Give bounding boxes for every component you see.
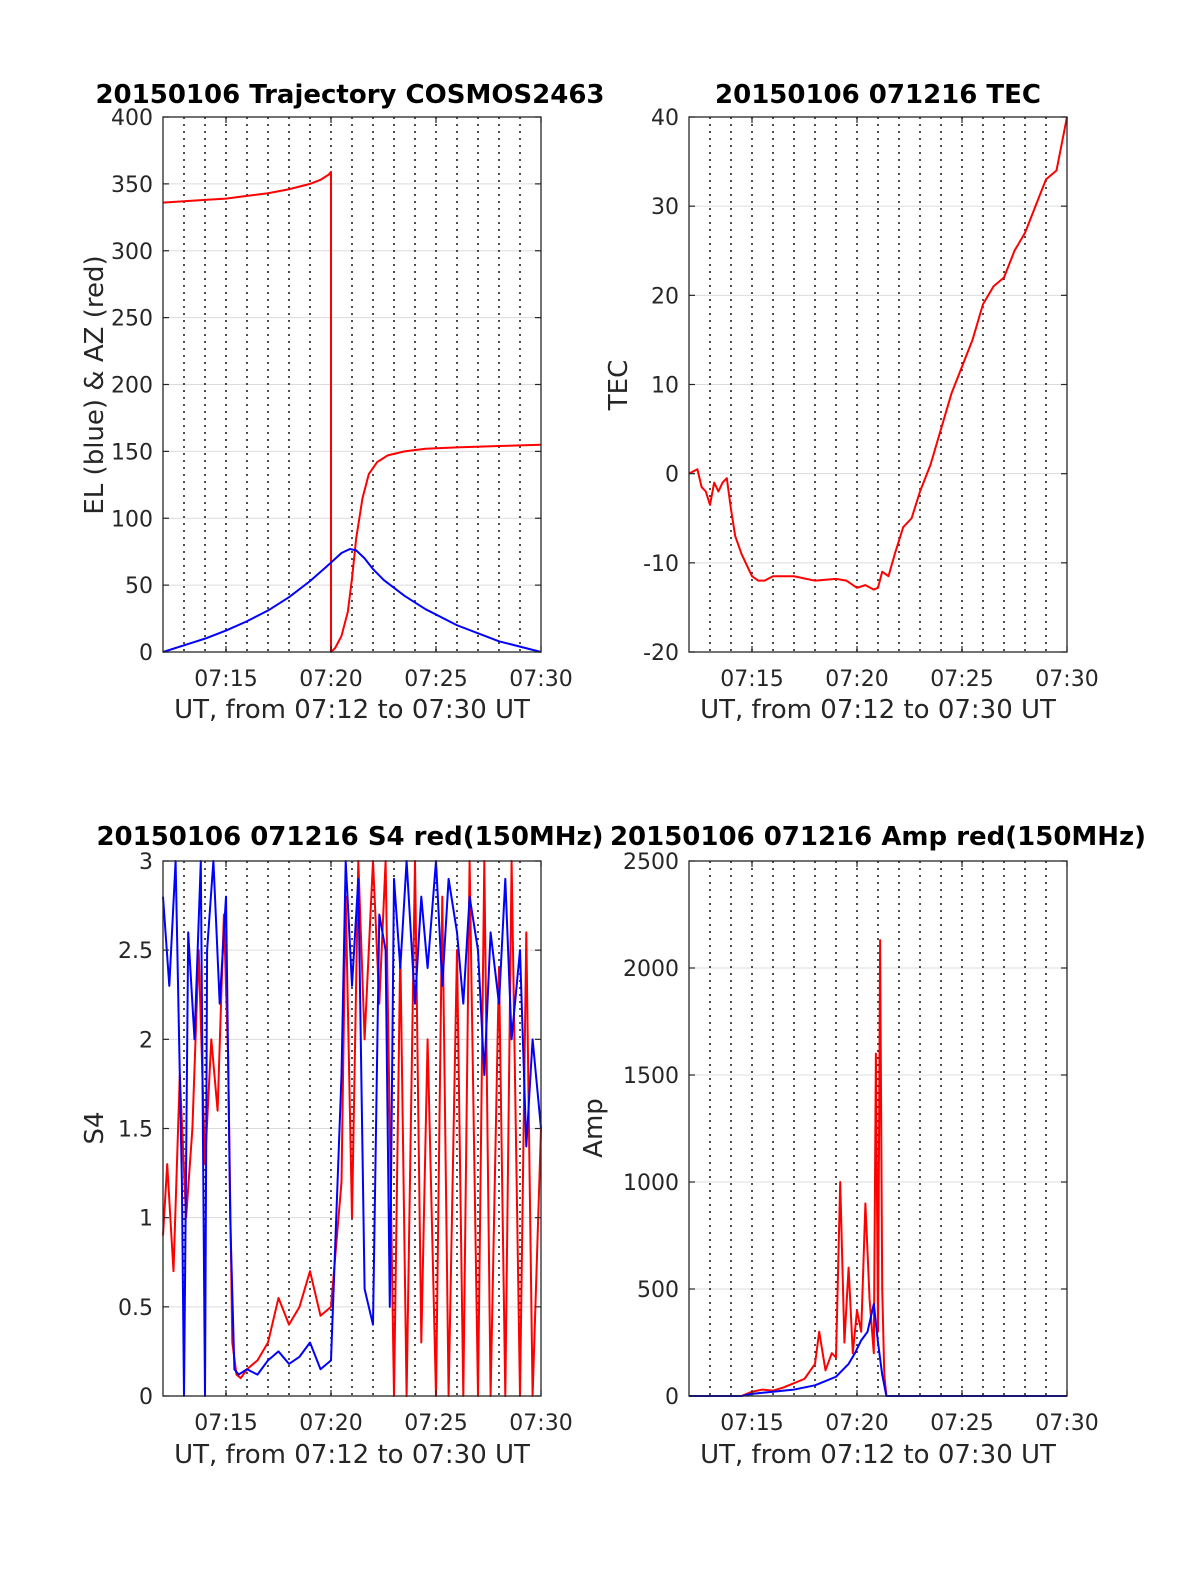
- y-tick-label: 1.5: [118, 1118, 153, 1143]
- x-tick-label: 07:15: [194, 667, 257, 692]
- y-tick-label: 2000: [623, 957, 679, 982]
- s4-panel: 20150106 071216 S4 red(150MHz) UT, from …: [80, 822, 604, 1470]
- y-tick-label: 0: [665, 1385, 679, 1410]
- tec-panel: 20150106 071216 TEC UT, from 07:12 to 07…: [604, 80, 1099, 725]
- y-axis-label: S4: [80, 1111, 110, 1144]
- y-tick-label: 1000: [623, 1171, 679, 1196]
- y-tick-label: 300: [111, 240, 153, 265]
- y-tick-label: 250: [111, 307, 153, 332]
- y-tick-label: 0: [665, 463, 679, 488]
- x-tick-label: 07:25: [930, 1411, 993, 1436]
- x-axis-label: UT, from 07:12 to 07:30 UT: [174, 1440, 530, 1470]
- y-tick-label: -10: [643, 552, 679, 577]
- panel-title: 20150106 071216 Amp red(150MHz): [610, 822, 1146, 852]
- y-axis-label: EL (blue) & AZ (red): [80, 255, 110, 514]
- y-axis-label: Amp: [579, 1098, 609, 1158]
- y-tick-label: -20: [643, 641, 679, 666]
- y-tick-label: 2: [139, 1028, 153, 1053]
- x-tick-label: 07:30: [1035, 1411, 1098, 1436]
- series-line: [162, 860, 542, 1397]
- y-tick-label: 200: [111, 374, 153, 399]
- y-tick-label: 0.5: [118, 1296, 153, 1321]
- y-tick-label: 100: [111, 507, 153, 532]
- y-tick-label: 0: [139, 1385, 153, 1410]
- x-tick-label: 07:25: [404, 1411, 467, 1436]
- series-line: [162, 170, 542, 653]
- y-tick-label: 0: [139, 641, 153, 666]
- x-tick-label: 07:25: [930, 667, 993, 692]
- x-tick-label: 07:15: [720, 1411, 783, 1436]
- x-axis-label: UT, from 07:12 to 07:30 UT: [700, 695, 1056, 725]
- y-tick-label: 10: [651, 374, 679, 399]
- x-tick-label: 07:20: [299, 667, 362, 692]
- y-tick-label: 1: [139, 1207, 153, 1232]
- x-axis-label: UT, from 07:12 to 07:30 UT: [700, 1440, 1056, 1470]
- x-tick-label: 07:30: [509, 1411, 572, 1436]
- y-tick-label: 1500: [623, 1064, 679, 1089]
- x-tick-label: 07:25: [404, 667, 467, 692]
- x-tick-label: 07:30: [509, 667, 572, 692]
- y-tick-label: 40: [651, 106, 679, 131]
- y-tick-label: 20: [651, 284, 679, 309]
- x-tick-label: 07:15: [720, 667, 783, 692]
- y-tick-label: 3: [139, 850, 153, 875]
- panel-title: 20150106 071216 TEC: [715, 80, 1041, 110]
- y-tick-label: 400: [111, 106, 153, 131]
- y-tick-label: 500: [637, 1278, 679, 1303]
- x-tick-label: 07:30: [1035, 667, 1098, 692]
- y-tick-label: 30: [651, 195, 679, 220]
- series-line: [688, 116, 1068, 591]
- x-tick-label: 07:15: [194, 1411, 257, 1436]
- amp-panel: 20150106 071216 Amp red(150MHz) UT, from…: [579, 822, 1146, 1470]
- y-axis-label: TEC: [604, 360, 634, 411]
- x-tick-label: 07:20: [825, 667, 888, 692]
- panel-title: 20150106 Trajectory COSMOS2463: [95, 80, 604, 110]
- axes-frame: [688, 860, 1068, 1397]
- series-line: [162, 860, 542, 1397]
- x-axis-label: UT, from 07:12 to 07:30 UT: [174, 695, 530, 725]
- y-tick-label: 350: [111, 173, 153, 198]
- x-tick-label: 07:20: [299, 1411, 362, 1436]
- series-line: [162, 548, 542, 653]
- y-tick-label: 2.5: [118, 939, 153, 964]
- y-tick-label: 2500: [623, 850, 679, 875]
- trajectory-panel: 20150106 Trajectory COSMOS2463 UT, from …: [80, 80, 605, 725]
- x-tick-label: 07:20: [825, 1411, 888, 1436]
- panel-title: 20150106 071216 S4 red(150MHz): [96, 822, 603, 852]
- y-tick-label: 50: [125, 574, 153, 599]
- y-tick-label: 150: [111, 440, 153, 465]
